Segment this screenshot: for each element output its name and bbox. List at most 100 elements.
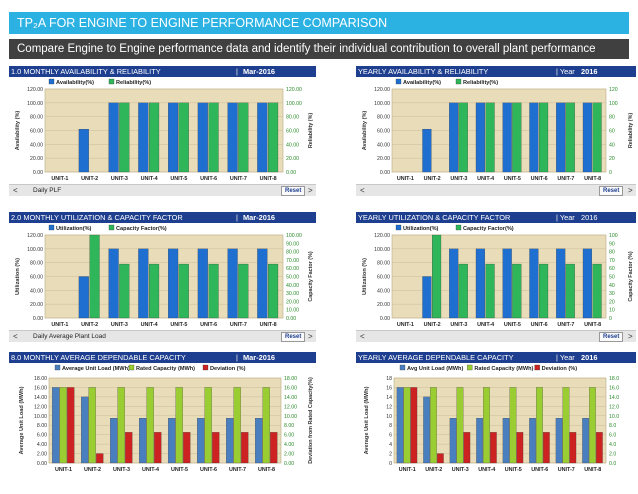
x-tick-label: UNIT-7 (557, 176, 574, 182)
bar (197, 102, 208, 173)
bar (154, 432, 162, 464)
bar (89, 234, 100, 319)
y-tick-label: 0.00 (37, 461, 47, 467)
y2-tick-label: 18.00 (284, 376, 297, 382)
period-value[interactable]: 2016 (581, 353, 598, 362)
legend-label: Reliability(%) (463, 80, 498, 86)
legend-label: Rated Capacity (MWh) (136, 366, 195, 372)
legend-swatch (399, 364, 406, 371)
prev-arrow-icon[interactable]: < (13, 332, 18, 341)
legend-swatch (395, 224, 402, 231)
x-tick-label: UNIT-3 (452, 467, 469, 473)
legend-label: Utilization(%) (403, 226, 439, 232)
bar (119, 102, 130, 173)
y2-tick-label: 0.0 (609, 461, 616, 467)
bar (423, 396, 430, 464)
reset-button[interactable]: Reset (599, 332, 624, 342)
bar (509, 387, 517, 464)
y2-tick-label: 2.00 (284, 452, 294, 458)
footer-label: Daily PLF (33, 187, 62, 194)
y-tick-label: 20.00 (30, 156, 43, 162)
bar (536, 387, 543, 464)
next-arrow-icon[interactable]: > (628, 332, 633, 341)
y2-tick-label: 80 (609, 115, 615, 121)
period-separator: | Year (556, 213, 575, 222)
prev-arrow-icon[interactable]: < (360, 332, 365, 341)
bar (582, 418, 589, 464)
bar (81, 396, 89, 464)
legend-swatch (455, 224, 462, 231)
x-tick-label: UNIT-4 (141, 176, 158, 182)
y2-tick-label: 12.0 (609, 404, 619, 410)
bar (403, 387, 411, 464)
y-tick-label: 100.00 (27, 247, 43, 253)
bar (78, 128, 89, 173)
y-tick-label: 0.00 (33, 316, 43, 322)
y2-tick-label: 0.00 (286, 170, 296, 176)
x-tick-label: UNIT-2 (81, 176, 98, 182)
y2-tick-label: 50 (609, 275, 615, 281)
y2-tick-label: 40.00 (286, 283, 299, 289)
prev-arrow-icon[interactable]: < (13, 186, 18, 195)
x-tick-label: UNIT-7 (558, 467, 575, 473)
period-separator: | (236, 353, 238, 362)
y-tick-label: 100.00 (374, 101, 390, 107)
reset-button[interactable]: Reset (599, 186, 624, 196)
y2-tick-label: 60 (609, 129, 615, 135)
next-arrow-icon[interactable]: > (628, 186, 633, 195)
y2-tick-label: 4.0 (609, 442, 616, 448)
bar (437, 453, 444, 464)
x-tick-label: UNIT-3 (113, 467, 130, 473)
reset-button[interactable]: Reset (281, 186, 306, 196)
next-arrow-icon[interactable]: > (308, 186, 313, 195)
next-arrow-icon[interactable]: > (308, 332, 313, 341)
y-axis-title: Availability (%) (362, 111, 368, 151)
y2-tick-label: 30 (609, 291, 615, 297)
bar (512, 102, 522, 173)
panel-header: 8.0 MONTHLY AVERAGE DEPENDABLE CAPACITY … (9, 352, 316, 363)
bar (268, 263, 279, 319)
panel-monthly-dependable-capacity: 8.0 MONTHLY AVERAGE DEPENDABLE CAPACITY … (9, 352, 316, 494)
bar (410, 387, 418, 464)
period-value[interactable]: 2016 (581, 213, 598, 222)
bar (197, 248, 208, 319)
bar (502, 418, 510, 464)
legend-swatch (54, 364, 61, 371)
bar (212, 432, 220, 464)
bar (208, 263, 219, 319)
y-axis-title: Availability (%) (15, 111, 21, 151)
bar (178, 263, 189, 319)
legend-label: Average Unit Load (MWh) (62, 366, 130, 372)
y-axis-title: Average Unit Load (MWh) (19, 386, 25, 454)
bar (582, 102, 592, 173)
y-tick-label: 12 (386, 404, 392, 410)
y2-tick-label: 50.00 (286, 275, 299, 281)
y-tick-label: 8.00 (37, 423, 47, 429)
reset-button[interactable]: Reset (281, 332, 306, 342)
bar (483, 387, 490, 464)
page-subtitle: Compare Engine to Engine performance dat… (9, 39, 629, 59)
x-tick-label: UNIT-2 (424, 322, 441, 328)
y-tick-label: 40.00 (377, 288, 390, 294)
period-value[interactable]: Mar-2016 (243, 67, 276, 76)
y-tick-label: 40.00 (377, 142, 390, 148)
prev-arrow-icon[interactable]: < (360, 186, 365, 195)
y2-tick-label: 14.00 (284, 395, 297, 401)
yearly-dependable-capacity-chart: 0 2 4 6 8 10 12 14 16 18 0.0 2.0 4.0 6.0 8.0 10.0 12.0 14… (364, 364, 619, 473)
bar (238, 263, 249, 319)
y2-tick-label: 20 (609, 156, 615, 162)
y-axis-title: Average Unit Load (MWh) (364, 386, 370, 454)
y-tick-label: 60.00 (30, 129, 43, 135)
y2-tick-label: 2.0 (609, 452, 616, 458)
y-tick-label: 18.00 (34, 376, 47, 382)
bar (226, 418, 234, 464)
bar (485, 263, 495, 319)
panel-monthly-utilization: 2.0 MONTHLY UTILIZATION & CAPACITY FACTO… (9, 212, 316, 354)
period-value[interactable]: Mar-2016 (243, 213, 276, 222)
bar (422, 128, 432, 173)
period-separator: | Year (556, 67, 575, 76)
bar (396, 387, 404, 464)
period-value[interactable]: 2016 (581, 67, 598, 76)
period-value[interactable]: Mar-2016 (243, 353, 276, 362)
panel-header: 1.0 MONTHLY AVAILABILITY & RELIABILITY |… (9, 66, 316, 77)
